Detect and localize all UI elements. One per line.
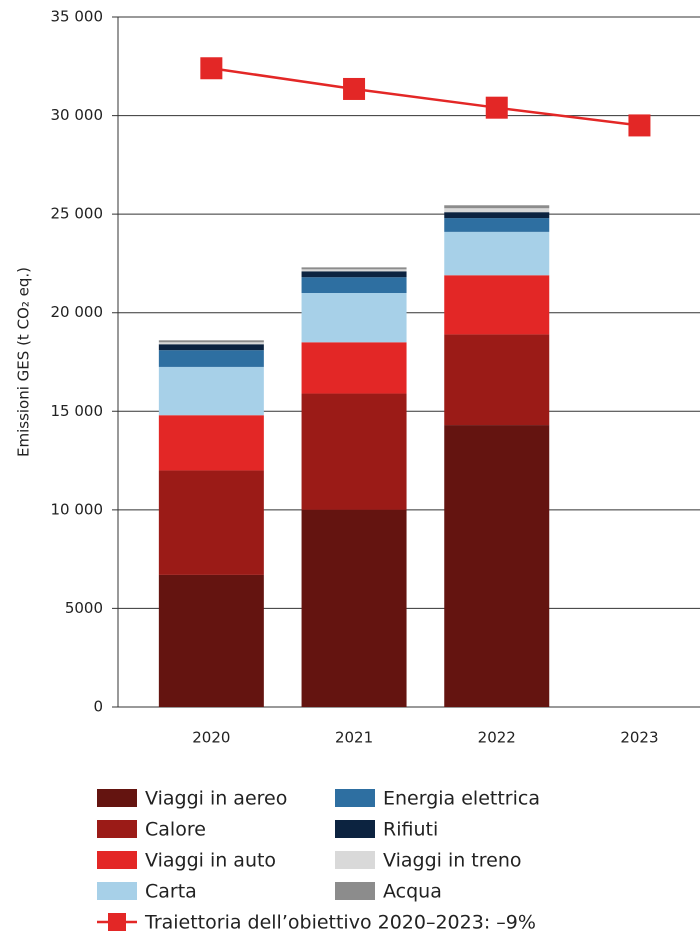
- legend-label: Rifiuti: [383, 819, 438, 841]
- bar-segment: [444, 212, 550, 219]
- bar-segment: [444, 275, 550, 335]
- bar-segment: [301, 342, 407, 394]
- legend-swatch: [335, 820, 375, 838]
- bar-segment: [158, 574, 264, 707]
- y-axis-label: Emissioni GES (t CO₂ eq.): [15, 267, 33, 457]
- legend-swatch: [335, 882, 375, 900]
- x-tick-label: 2020: [192, 729, 230, 747]
- legend-marker: [108, 913, 126, 931]
- legend-label: Energia elettrica: [383, 788, 540, 810]
- bar-segment: [444, 231, 550, 276]
- x-tick-label: 2021: [335, 729, 373, 747]
- bar-segment: [158, 366, 264, 416]
- legend-swatch: [97, 851, 137, 869]
- bar-segment: [158, 350, 264, 367]
- legend-swatch: [97, 820, 137, 838]
- bar-segment: [158, 344, 264, 351]
- bar-segment: [444, 218, 550, 232]
- legend-label: Calore: [145, 819, 206, 841]
- bar-segment: [301, 269, 407, 272]
- legend-swatch: [97, 882, 137, 900]
- line-marker: [628, 114, 651, 137]
- line-marker: [343, 77, 366, 100]
- bar-segment: [158, 340, 264, 343]
- bar-segment: [301, 277, 407, 293]
- legend-swatch: [97, 789, 137, 807]
- x-tick-label: 2023: [620, 729, 658, 747]
- bar-segment: [158, 470, 264, 575]
- y-tick-label: 35 000: [51, 8, 104, 26]
- bar-segment: [301, 271, 407, 278]
- y-tick-label: 30 000: [51, 106, 104, 124]
- bar-segment: [158, 415, 264, 471]
- x-tick-label: 2022: [478, 729, 516, 747]
- line-marker: [485, 96, 508, 119]
- legend-label: Viaggi in aereo: [145, 788, 287, 810]
- line-marker: [200, 57, 223, 80]
- bar-segment: [301, 267, 407, 270]
- legend-label: Traiettoria dell’obiettivo 2020–2023: –9…: [144, 912, 536, 934]
- legend-swatch: [335, 851, 375, 869]
- y-tick-label: 20 000: [51, 303, 104, 321]
- legend-label: Viaggi in treno: [383, 850, 522, 872]
- legend-label: Carta: [145, 881, 197, 903]
- bar-segment: [158, 342, 264, 345]
- bar-segment: [444, 205, 550, 209]
- bar-segment: [301, 509, 407, 707]
- bar-segment: [444, 208, 550, 213]
- legend-swatch: [335, 789, 375, 807]
- legend-label: Acqua: [383, 881, 442, 903]
- bar-segment: [301, 393, 407, 510]
- legend-label: Viaggi in auto: [145, 850, 276, 872]
- y-tick-label: 5000: [65, 599, 103, 617]
- y-tick-label: 0: [93, 698, 103, 716]
- y-tick-label: 25 000: [51, 205, 104, 223]
- y-tick-label: 15 000: [51, 402, 104, 420]
- target-line: [211, 67, 640, 127]
- bar-segment: [301, 293, 407, 343]
- bar-segment: [444, 334, 550, 426]
- y-tick-label: 10 000: [51, 500, 104, 518]
- bar-segment: [444, 425, 550, 707]
